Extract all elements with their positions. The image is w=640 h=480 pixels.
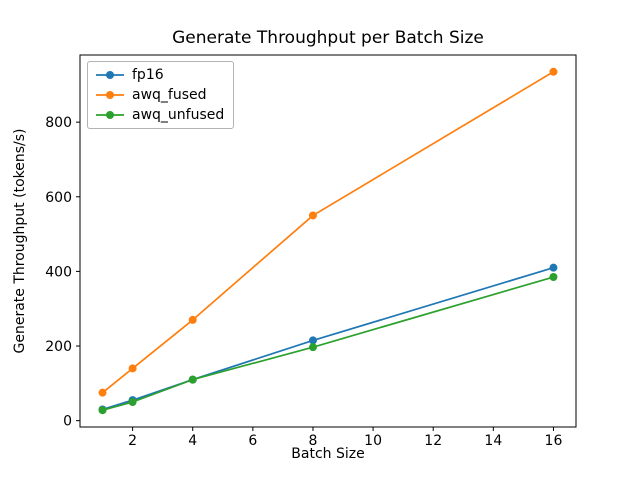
legend-item-awq_unfused: awq_unfused [95,107,224,123]
series-marker-awq_unfused [98,406,107,415]
legend-item-awq_fused: awq_fused [95,87,224,103]
series-marker-fp16 [308,336,317,345]
series-marker-awq_fused [308,211,317,220]
y-axis-label: Generate Throughput (tokens/s) [12,128,28,354]
legend-swatch-icon [96,111,124,119]
x-tick-label: 16 [545,433,563,449]
series-marker-awq_fused [98,388,107,397]
x-tick-label: 14 [484,433,502,449]
series-marker-fp16 [549,263,558,272]
x-tick-label: 12 [424,433,442,449]
series-marker-awq_fused [549,67,558,76]
y-tick-label: 0 [63,414,72,430]
series-marker-awq_fused [128,364,137,373]
series-marker-awq_unfused [188,375,197,384]
y-tick-label: 400 [45,264,72,280]
legend-label: awq_unfused [132,107,225,123]
x-tick-label: 6 [248,433,257,449]
legend-swatch-icon [96,71,124,79]
x-tick-label: 8 [309,433,318,449]
y-tick-label: 600 [45,190,72,206]
y-tick-label: 800 [45,115,72,131]
legend-label: fp16 [132,67,164,83]
series-marker-awq_unfused [308,343,317,352]
legend-swatch-icon [96,91,124,99]
series-marker-awq_fused [188,315,197,324]
y-tick-label: 200 [45,339,72,355]
series-marker-awq_unfused [549,273,558,282]
series-marker-awq_unfused [128,398,137,407]
x-tick-label: 2 [128,433,137,449]
x-axis-label: Batch Size [291,446,365,462]
x-tick-label: 4 [188,433,197,449]
legend-label: awq_fused [132,87,207,103]
legend: fp16 awq_fused awq_unfused [87,61,235,129]
legend-item-fp16: fp16 [95,67,224,83]
chart-title: Generate Throughput per Batch Size [172,28,484,48]
x-tick-label: 10 [364,433,382,449]
